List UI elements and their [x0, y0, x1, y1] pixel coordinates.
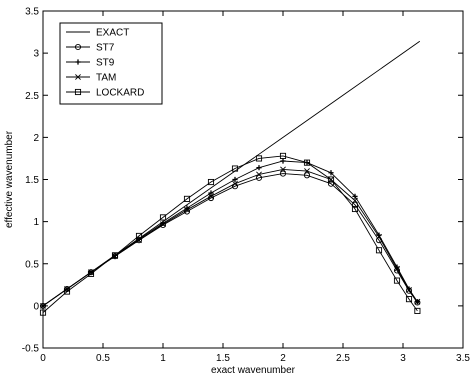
data-point-lockard	[303, 159, 311, 166]
data-point-tam	[352, 197, 358, 204]
data-point-tam	[304, 168, 310, 174]
legend: EXACT ST7 ST9 TAM LOCKARD	[59, 22, 163, 105]
x-tick-label: 3	[400, 353, 406, 364]
data-point-lockard	[39, 309, 47, 316]
y-tick-label: 1.5	[25, 175, 39, 186]
series-line-lockard	[42, 155, 418, 313]
data-point-tam	[208, 193, 214, 200]
legend-label-tam: TAM	[96, 73, 116, 84]
x-tick-label: 1.5	[216, 353, 230, 364]
data-point-tam	[232, 180, 238, 187]
data-point-st9	[208, 190, 214, 196]
legend-item-st9: ST9	[66, 58, 115, 69]
y-tick-label: 0.5	[25, 259, 39, 270]
data-point-lockard	[255, 155, 263, 162]
legend-label-lockard: LOCKARD	[96, 88, 144, 99]
data-point-lockard	[351, 205, 359, 213]
data-point-lockard	[207, 178, 215, 186]
data-point-lockard	[63, 288, 71, 295]
legend-label-exact: EXACT	[96, 28, 129, 39]
legend-label-st9: ST9	[96, 58, 115, 69]
x-tick-label: 2.5	[336, 353, 350, 364]
data-point-st9	[256, 165, 262, 171]
series-lockard	[39, 152, 421, 316]
x-tick-label: 0	[40, 353, 46, 364]
data-point-st7	[255, 174, 263, 181]
data-point-lockard	[405, 296, 413, 303]
y-tick-label: 0	[33, 301, 39, 312]
legend-marker-lockard	[74, 88, 82, 96]
data-point-st9	[232, 176, 238, 183]
data-point-lockard	[393, 277, 401, 284]
data-point-lockard	[111, 252, 119, 259]
data-point-lockard	[135, 232, 143, 239]
x-tick-label: 2	[280, 353, 286, 364]
legend-item-st7: ST7	[66, 43, 115, 54]
data-point-tam	[40, 302, 46, 309]
data-point-st7	[303, 172, 311, 179]
legend-marker-st7	[74, 43, 82, 51]
data-point-lockard	[327, 176, 335, 183]
data-point-tam	[256, 171, 262, 178]
legend-item-exact: EXACT	[66, 28, 129, 39]
data-point-lockard	[279, 152, 287, 159]
data-point-tam	[88, 269, 94, 276]
legend-box	[59, 22, 163, 105]
data-point-tam	[376, 233, 382, 240]
series-layer	[39, 40, 421, 316]
axis-ticks: 0 0.5 1 1.5 2 2.5 3 3.5-0.500.511.522.533.5	[22, 7, 471, 365]
x-tick-label: 1	[160, 353, 166, 364]
legend-item-lockard: LOCKARD	[66, 88, 144, 99]
y-tick-label: 1	[33, 217, 39, 228]
data-point-tam	[394, 265, 400, 272]
x-axis-title: exact wavenumber	[211, 365, 296, 376]
data-point-st7	[327, 180, 335, 187]
data-point-lockard	[183, 195, 191, 202]
legend-label-st7: ST7	[96, 43, 115, 54]
data-point-tam	[160, 221, 166, 228]
data-point-lockard	[375, 247, 383, 254]
y-axis-title: effective wavenumber	[4, 130, 15, 228]
data-point-tam	[414, 298, 421, 305]
x-tick-label: 3.5	[456, 353, 470, 364]
y-tick-label: 3.5	[25, 7, 39, 18]
data-point-lockard	[414, 307, 421, 314]
y-tick-label: 3	[33, 49, 39, 60]
data-point-tam	[184, 206, 190, 213]
y-tick-label: 2.5	[25, 91, 39, 102]
data-point-st9	[328, 170, 334, 176]
y-tick-label: -0.5	[22, 344, 40, 355]
legend-marker-st9	[75, 59, 81, 65]
data-point-lockard	[87, 270, 95, 277]
data-point-lockard	[231, 165, 239, 172]
data-point-st7	[279, 170, 287, 177]
data-point-st9	[280, 158, 286, 164]
y-tick-label: 2	[33, 133, 39, 144]
legend-marker-tam	[75, 74, 81, 80]
x-tick-label: 0.5	[96, 353, 110, 364]
data-point-st9	[352, 193, 358, 199]
data-point-tam	[406, 286, 412, 293]
legend-item-tam: TAM	[66, 73, 116, 84]
data-point-lockard	[159, 214, 167, 221]
data-point-tam	[280, 166, 286, 173]
